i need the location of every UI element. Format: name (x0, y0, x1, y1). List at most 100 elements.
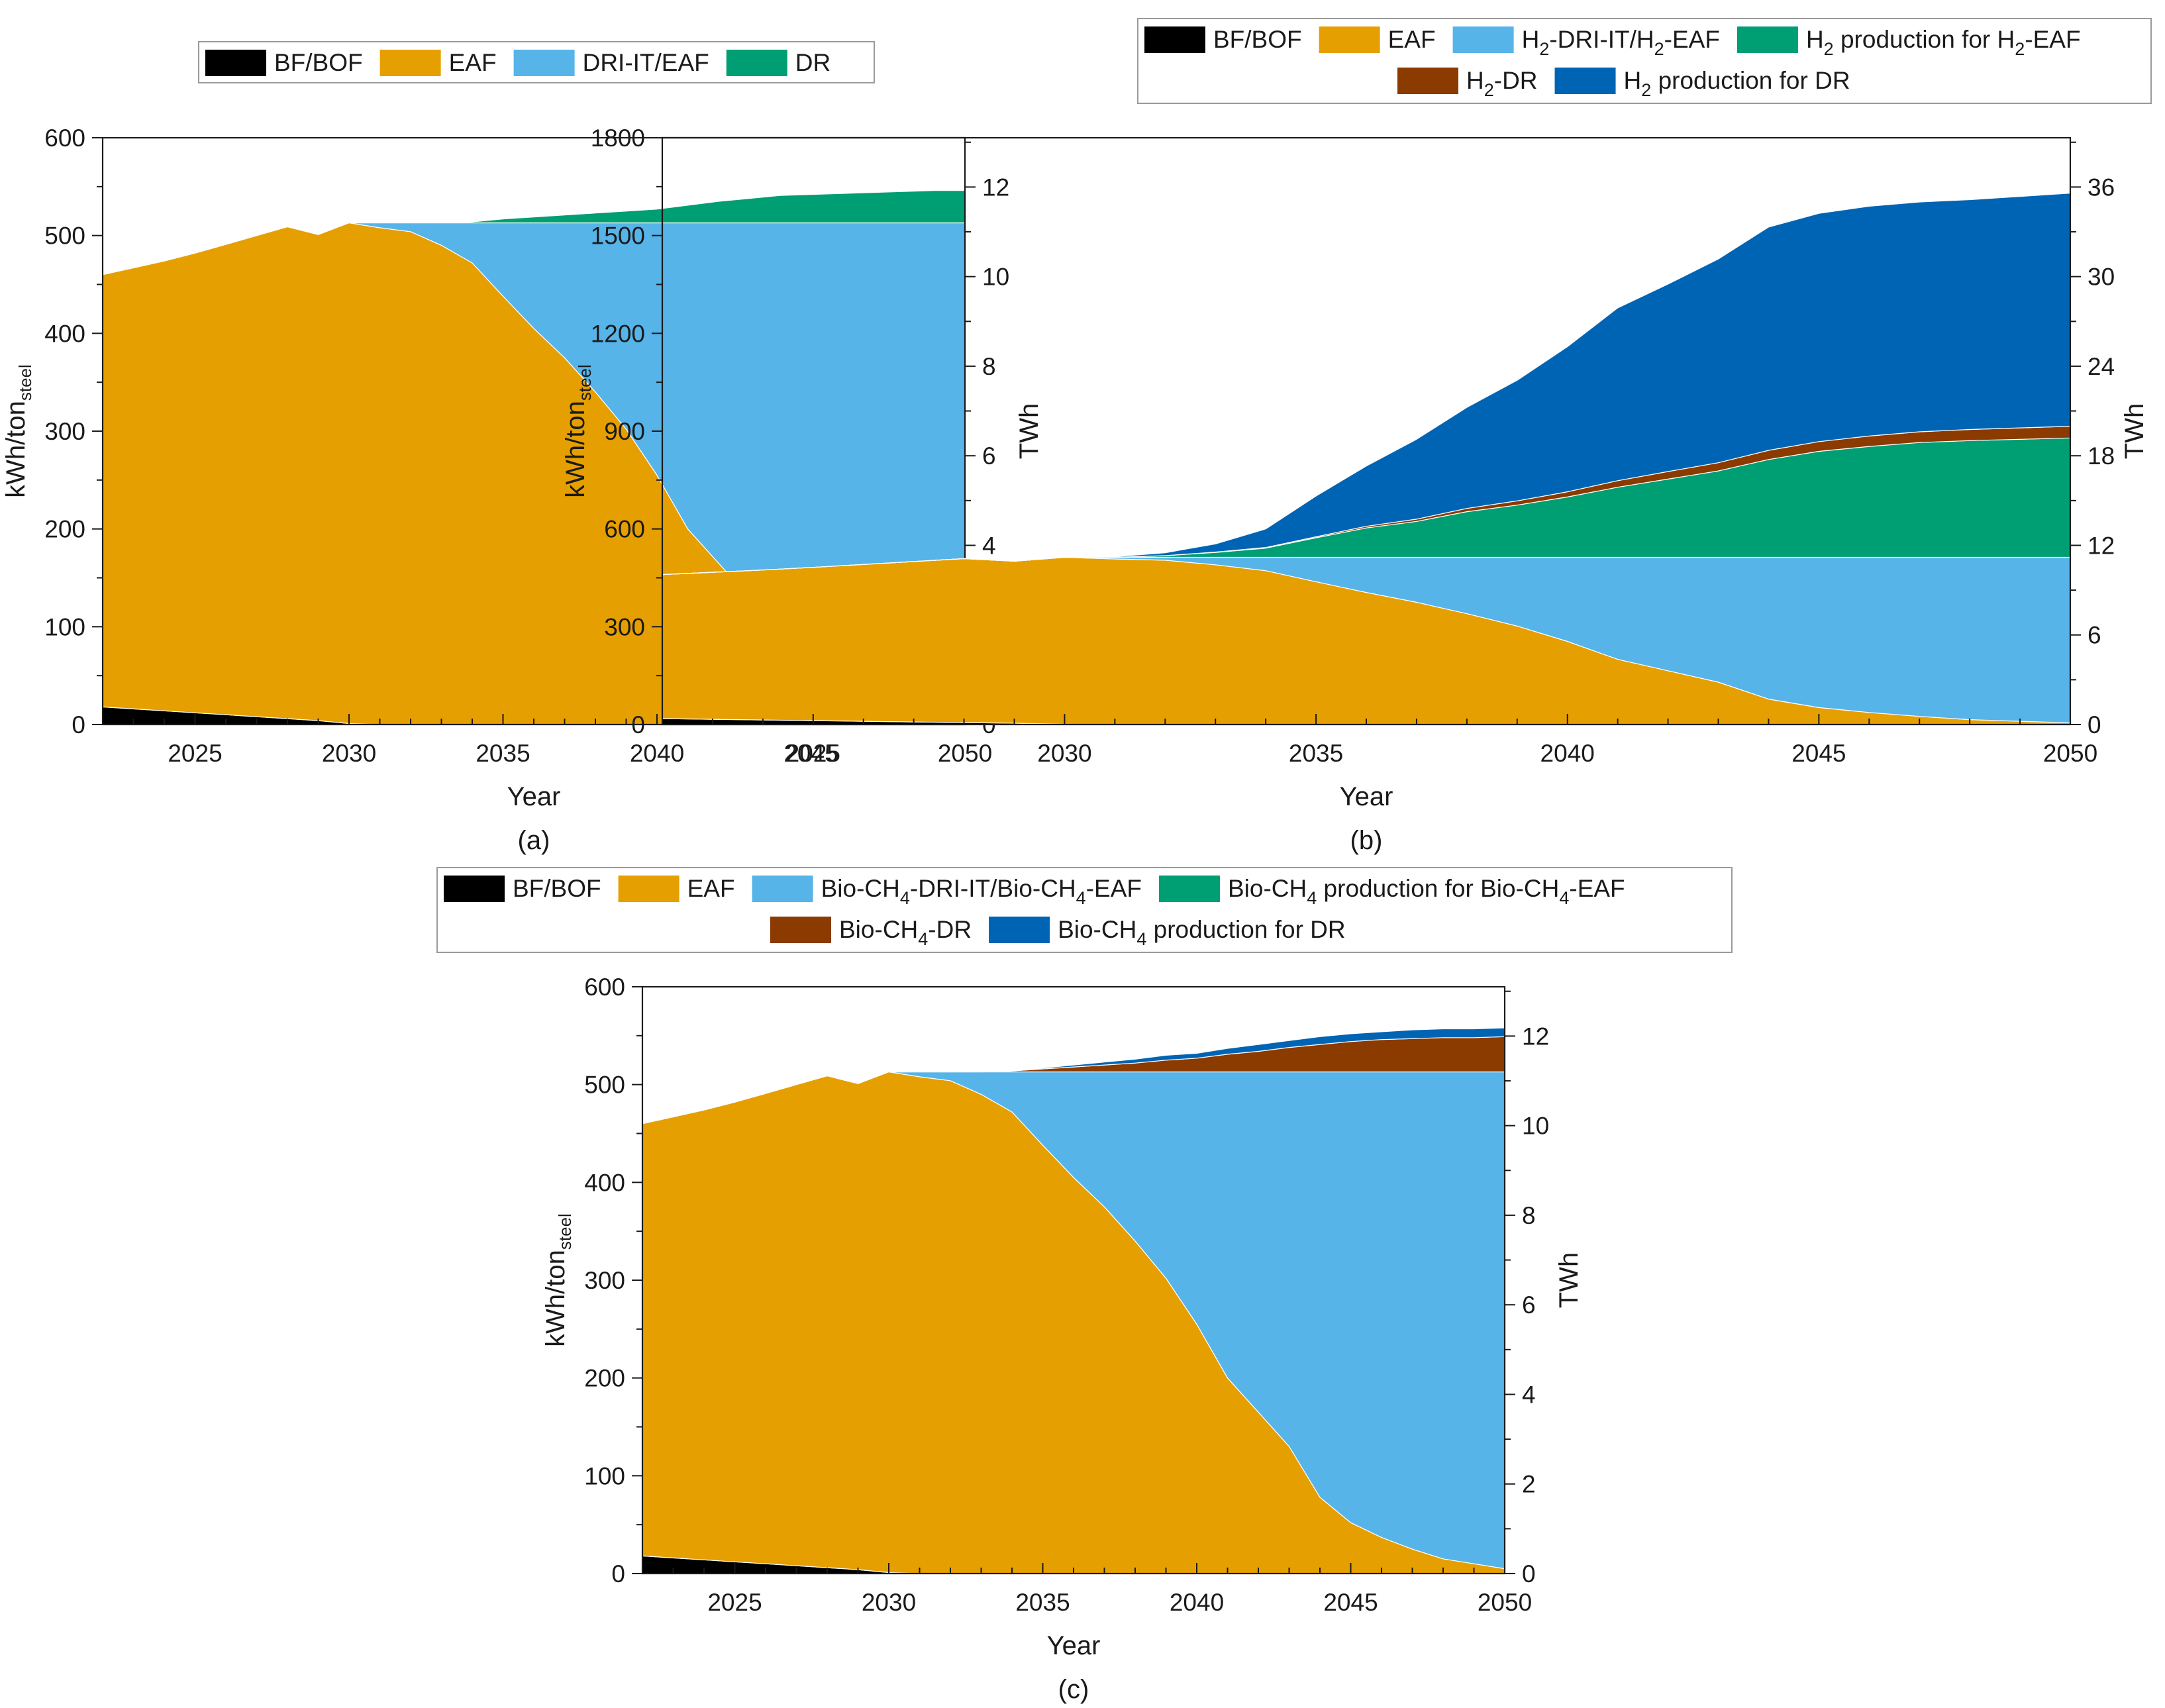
x-tick-label: 2025 (707, 1589, 762, 1616)
y-axis-label: kWh/tonsteel (1, 364, 35, 498)
legend-label: BF/BOF (274, 49, 363, 76)
legend-label: BF/BOF (513, 875, 601, 902)
y2-tick-label: 6 (2088, 622, 2101, 649)
y-tick-label: 300 (584, 1267, 625, 1294)
legend-label: Bio-CH4 production for DR (1058, 916, 1346, 949)
x-tick-label: 2035 (1289, 740, 1343, 767)
y2-tick-label: 2 (1522, 1471, 1536, 1498)
y-tick-label: 1500 (591, 223, 645, 250)
legend-swatch (513, 50, 575, 76)
legend-swatch (205, 50, 266, 76)
legend-label: H2-DRI-IT/H2-EAF (1522, 26, 1720, 59)
area-layers (642, 1027, 1505, 1574)
y2-tick-label: 12 (982, 174, 1009, 201)
chart-panel-b: 2025 2030 2035 2040 2045 20500300600900120015… (561, 18, 2152, 855)
y2-tick-label: 4 (982, 532, 996, 559)
legend-label: EAF (687, 875, 735, 902)
x-tick-label: 2040 (630, 740, 684, 767)
y2-tick-label: 36 (2088, 174, 2115, 201)
y-axis-label: kWh/tonsteel (541, 1213, 575, 1347)
legend-swatch (752, 876, 813, 902)
y2-tick-label: 8 (982, 353, 996, 380)
y2-tick-label: 4 (1522, 1381, 1536, 1408)
y2-tick-label: 10 (1522, 1113, 1549, 1140)
y-tick-label: 400 (584, 1169, 625, 1196)
area-layers (662, 193, 2070, 725)
legend-label: EAF (449, 49, 497, 76)
y2-tick-label: 30 (2088, 264, 2115, 291)
y-tick-label: 300 (44, 418, 85, 445)
y-tick-label: 1800 (591, 125, 645, 152)
legend-label: Bio-CH4-DR (839, 916, 972, 949)
legend-label: DR (795, 49, 831, 76)
legend-swatch (444, 876, 505, 902)
x-tick-label: 2025 (786, 740, 840, 767)
legend-swatch (770, 917, 831, 943)
legend-swatch (1319, 26, 1380, 53)
y-tick-label: 500 (584, 1072, 625, 1099)
y-tick-label: 100 (44, 613, 85, 640)
y2-axis-label: TWh (2120, 403, 2149, 459)
area-series-1 (103, 706, 965, 725)
x-tick-label: 2030 (322, 740, 376, 767)
x-tick-label: 2030 (862, 1589, 916, 1616)
y2-tick-label: 12 (2088, 532, 2115, 559)
x-tick-label: 2050 (2043, 740, 2097, 767)
legend-box (1137, 18, 2152, 104)
y2-tick-label: 0 (2088, 711, 2101, 738)
y2-tick-label: 6 (1522, 1291, 1536, 1319)
legend-label: Bio-CH4 production for Bio-CH4-EAF (1228, 875, 1625, 908)
x-tick-label: 2040 (1170, 1589, 1224, 1616)
legend: BF/BOF EAF H2-DRI-IT/H2-EAF H2 production f… (1137, 18, 2152, 104)
legend-swatch (618, 876, 680, 902)
y-tick-label: 0 (611, 1560, 625, 1587)
y-tick-label: 900 (604, 418, 645, 445)
x-tick-label: 2035 (1015, 1589, 1070, 1616)
legend-swatch (379, 50, 441, 76)
x-tick-label: 2030 (1037, 740, 1091, 767)
legend-swatch (726, 50, 787, 76)
y2-tick-label: 0 (1522, 1560, 1536, 1587)
y2-tick-label: 8 (1522, 1202, 1536, 1229)
chart-panel-a: 2025 2030 2035 2040 2045 20500100200300400500… (1, 41, 1044, 855)
y-tick-label: 200 (44, 516, 85, 543)
y-tick-label: 300 (604, 613, 645, 640)
y-tick-label: 600 (604, 516, 645, 543)
x-tick-label: 2050 (938, 740, 992, 767)
y-tick-label: 1200 (591, 320, 645, 347)
legend-label: H2 production for DR (1624, 67, 1850, 100)
legend-label: Bio-CH4-DRI-IT/Bio-CH4-EAF (821, 875, 1142, 908)
y2-axis-label: TWh (1554, 1252, 1584, 1308)
x-axis-label: Year (1340, 782, 1393, 811)
y-tick-label: 100 (584, 1462, 625, 1489)
legend-swatch (989, 917, 1050, 943)
y2-tick-label: 18 (2088, 442, 2115, 470)
x-tick-label: 2050 (1478, 1589, 1532, 1616)
legend-label: H2 production for H2-EAF (1806, 26, 2081, 59)
legend-label: DRI-IT/EAF (583, 49, 709, 76)
area-series-6 (662, 193, 2070, 576)
area-series-1 (642, 1555, 1505, 1574)
y2-tick-label: 24 (2088, 353, 2115, 380)
y2-axis-label: TWh (1015, 403, 1044, 459)
legend-swatch (1737, 26, 1798, 53)
chart-panel-c: 2025 2030 2035 2040 2045 20500100200300400500… (436, 867, 1733, 1704)
legend-swatch (1158, 876, 1220, 902)
x-tick-label: 2040 (1540, 740, 1595, 767)
panel-caption: (c) (1058, 1675, 1089, 1704)
legend-label: H2-DR (1466, 67, 1538, 100)
x-axis-label: Year (507, 782, 561, 811)
y-axis-label: kWh/tonsteel (561, 364, 595, 498)
y2-tick-label: 12 (1522, 1023, 1549, 1050)
legend: BF/BOF EAF DRI-IT/EAF DR (198, 41, 875, 83)
y2-tick-label: 6 (982, 442, 996, 470)
x-tick-label: 2025 (168, 740, 222, 767)
area-series-4 (103, 190, 965, 276)
panel-caption: (b) (1350, 826, 1383, 855)
x-tick-label: 2045 (1791, 740, 1846, 767)
y-tick-label: 0 (631, 711, 645, 738)
x-axis-label: Year (1047, 1631, 1101, 1660)
legend: BF/BOF EAF Bio-CH4-DRI-IT/Bio-CH4-EAF Bio-C… (436, 867, 1733, 953)
y-tick-label: 500 (44, 223, 85, 250)
